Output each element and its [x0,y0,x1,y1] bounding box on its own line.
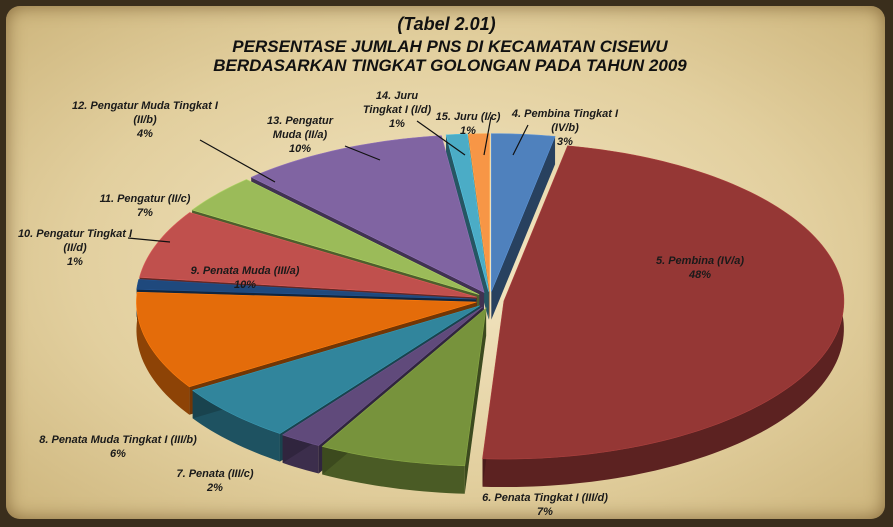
slice [191,179,480,295]
leader-line [127,237,171,243]
slice [467,133,490,292]
value-label: 1% [67,256,83,268]
value-label: 2% [207,482,223,494]
data-label: 7. Penata (III/c) 2% [155,467,275,495]
slice [321,307,487,467]
chart-subtitle: PERSENTASE JUMLAH PNS DI KECAMATAN CISEW… [213,37,687,75]
slice-side [322,446,465,494]
slice [281,306,483,446]
leader-line [416,120,466,156]
data-label: 6. Penata Tingkat I (III/d) 7% [470,491,620,519]
data-label: 8. Penata Muda Tingkat I (III/b) 6% [23,433,213,461]
data-label: 11. Pengatur (II/c) 7% [85,192,205,220]
value-label: 10% [233,279,257,291]
chart-title: (Tabel 2.01) [397,14,496,34]
value-label: 7% [137,207,153,219]
value-label: 48% [688,269,712,281]
category-label: 9. Penata Muda (III/a) [190,265,300,277]
category-label: 12. Pengatur Muda Tingkat I (II/b) [72,100,218,126]
category-label: 15. Juru (I/c) [435,111,501,123]
value-label: 7% [537,506,553,518]
value-label: 1% [389,118,405,130]
data-label: 5. Pembina (IV/a) 48% [640,254,760,282]
slice-side [136,292,190,415]
data-label: 9. Penata Muda (III/a) 10% [170,264,320,292]
category-label: 6. Penata Tingkat I (III/d) [482,492,608,504]
data-label: 13. Pengatur Muda (II/a) 10% [253,114,348,156]
value-label: 6% [110,448,126,460]
data-label: 4. Pembina Tingkat I (IV/b) 3% [500,107,630,149]
slice [136,291,477,388]
data-label: 14. Juru Tingkat I (I/d) 1% [357,89,437,131]
category-label: 10. Pengatur Tingkat I (II/d) [17,228,133,254]
slice [445,133,489,292]
category-label: 8. Penata Muda Tingkat I (III/b) [39,434,197,446]
value-label: 4% [137,128,153,140]
slice-wall [464,308,487,494]
slice-wall [491,136,556,320]
slice [136,279,477,300]
category-label: 4. Pembina Tingkat I (IV/b) [511,108,619,134]
value-label: 10% [288,143,312,155]
value-label: 1% [460,125,476,137]
leader-line [512,124,529,156]
leader-line [483,116,492,156]
category-label: 14. Juru Tingkat I (I/d) [362,90,432,116]
leader-line [344,145,381,161]
data-label: 12. Pengatur Muda Tingkat I (II/b) 4% [70,99,220,141]
category-label: 7. Penata (III/c) [176,468,254,480]
slice [192,305,480,434]
category-label: 11. Pengatur (II/c) [99,193,191,205]
category-label: 13. Pengatur Muda (II/a) [266,115,334,141]
category-label: 5. Pembina (IV/a) [655,255,745,267]
slice [139,212,477,298]
data-label: 10. Pengatur Tingkat I (II/d) 1% [18,227,133,269]
slice [250,135,485,293]
leader-line [199,139,276,183]
data-label: 15. Juru (I/c) 1% [423,110,513,138]
slice [482,145,845,460]
value-label: 3% [557,136,573,148]
